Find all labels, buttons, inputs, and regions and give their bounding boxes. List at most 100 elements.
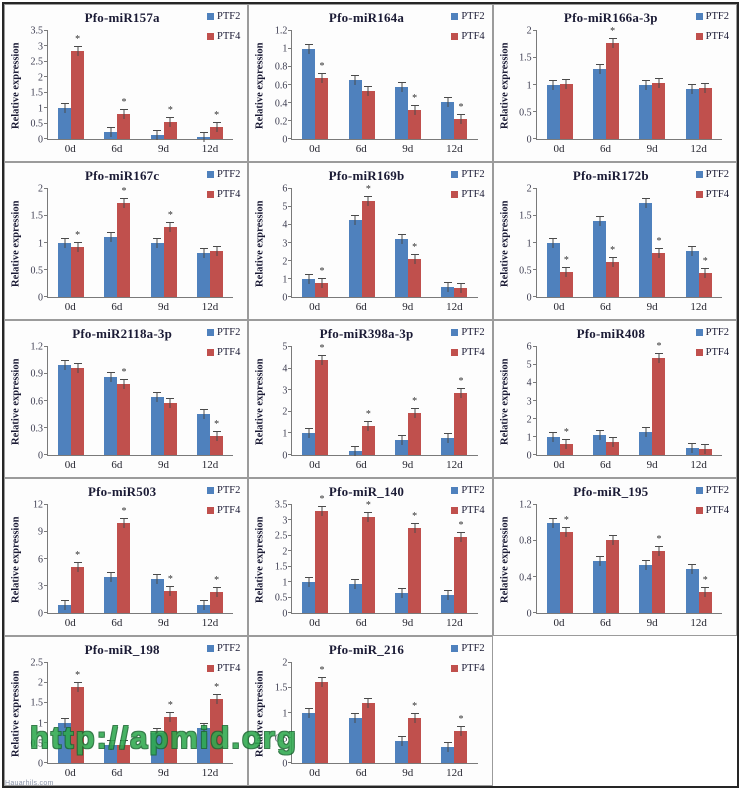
- plot-body: * * * 0d 6d 9d 12d: [288, 662, 478, 781]
- significance-star: *: [121, 366, 127, 378]
- error-bar: [317, 506, 326, 516]
- y-tick-label: 0.5: [519, 107, 532, 119]
- error-bar: [410, 523, 419, 533]
- error-bar: [304, 708, 313, 718]
- x-tick-label: 6d: [600, 459, 612, 471]
- legend-item: PTF2: [206, 11, 240, 22]
- y-tick-mark: [532, 576, 537, 578]
- y-tick-label: 6: [282, 183, 288, 195]
- bar-ptf2: [104, 371, 118, 455]
- plot-area: * * *: [288, 30, 478, 140]
- legend-swatch-ptf2: [206, 13, 214, 20]
- error-bar: [351, 214, 360, 225]
- bar-ptf4: *: [361, 409, 375, 455]
- y-tick-mark: [532, 57, 537, 58]
- y-tick-label: 0.5: [274, 592, 288, 604]
- x-tick-label: 9d: [157, 301, 169, 313]
- bar-group: [583, 347, 629, 455]
- y-axis: 0 0.4 0.8 1.2: [512, 500, 536, 620]
- legend: PTF2 PTF4: [206, 485, 241, 516]
- bar-ptf4: *: [606, 245, 620, 297]
- legend-label: PTF4: [216, 663, 241, 674]
- y-tick-label: 2: [526, 25, 532, 37]
- y-tick-mark: [288, 206, 293, 207]
- y-axis: 0 1 2 3 4 5: [267, 342, 291, 462]
- bar-ptf4: *: [210, 420, 224, 455]
- y-tick-label: 1: [526, 432, 532, 444]
- bar-ptf4: *: [315, 61, 329, 139]
- y-tick-label: 1.2: [519, 499, 532, 511]
- error-bar: [351, 445, 360, 456]
- y-axis-label: Relative expression: [254, 358, 266, 446]
- bar-ptf2: [104, 231, 118, 297]
- y-tick-label: 1: [526, 80, 532, 91]
- bar-group: *: [94, 186, 140, 297]
- legend-swatch-ptf4: [206, 33, 214, 40]
- x-tick-label: 0d: [309, 767, 321, 779]
- x-axis-labels: 0d 6d 9d 12d: [47, 764, 233, 781]
- legend: PTF2 PTF4: [451, 169, 485, 200]
- bar-ptf2: [58, 238, 72, 297]
- bar-ptf2: [302, 577, 316, 613]
- y-tick-label: 1: [38, 238, 43, 249]
- plot-area: * * *: [288, 662, 478, 764]
- y-tick-mark: [288, 224, 293, 226]
- error-bar: [304, 274, 313, 284]
- y-tick-label: 1.5: [30, 87, 44, 99]
- legend-swatch-ptf4: [695, 349, 703, 356]
- x-tick-label: 9d: [402, 301, 414, 313]
- legend-swatch-ptf4: [451, 349, 459, 356]
- chart-panel: Pfo-miR172b PTF2 PTF4 Relative expression 0 0…: [492, 162, 737, 320]
- y-tick-label: 6: [526, 341, 532, 353]
- significance-star: *: [214, 419, 220, 431]
- legend-label: PTF2: [705, 327, 729, 338]
- y-tick-mark: [532, 418, 537, 420]
- error-bar: [364, 86, 373, 96]
- plot-body: * * * 0d 6d 9d 12d: [288, 30, 478, 157]
- error-bar: [654, 545, 663, 556]
- legend-item: PTF2: [451, 327, 485, 338]
- plot: Relative expression 0 0.5 1 1.5 2 * * * 0d 6d 9d 12d: [9, 184, 234, 315]
- significance-star: *: [167, 700, 173, 711]
- y-tick-label: 1: [526, 238, 532, 249]
- legend-item: PTF4: [206, 505, 240, 516]
- legend-item: PTF4: [451, 189, 485, 200]
- x-axis-labels: 0d 6d 9d 12d: [47, 140, 233, 157]
- error-bar: [119, 740, 128, 750]
- plot-area: * * * *: [532, 188, 722, 298]
- y-tick-mark: [44, 215, 48, 216]
- x-tick-label: 0d: [64, 301, 76, 313]
- y-tick-mark: [44, 558, 48, 559]
- bar-ptf4: *: [698, 576, 712, 613]
- bar-ptf4: *: [652, 534, 666, 613]
- bar-ptf2: [685, 83, 699, 139]
- bar-ptf4: *: [408, 243, 422, 297]
- bar-ptf2: [395, 81, 409, 139]
- legend-label: PTF2: [216, 485, 241, 496]
- legend-item: PTF4: [695, 189, 729, 200]
- y-tick-label: 3: [282, 515, 288, 527]
- y-tick-label: 1: [38, 718, 43, 730]
- plot-area: * * * *: [288, 343, 478, 456]
- error-bar: [60, 103, 69, 113]
- significance-star: *: [75, 229, 81, 241]
- y-tick-mark: [44, 427, 48, 428]
- y-tick-label: 2: [282, 256, 288, 268]
- plot: Relative expression 0 3 6 9 12 * * * * 0d 6d 9d 12d: [9, 500, 234, 631]
- bar-ptf2: [546, 238, 560, 297]
- bar-group: *: [583, 26, 629, 139]
- error-bar: [317, 677, 326, 687]
- error-bar: [351, 74, 360, 85]
- chart-panel: Pfo-miR_198 PTF2 PTF4 Relative expression 0 0…: [4, 636, 249, 786]
- x-axis-labels: 0d 6d 9d 12d: [47, 298, 233, 315]
- legend-label: PTF4: [461, 505, 485, 516]
- bar-group: *: [431, 347, 477, 455]
- plot: Relative expression 0 0.5 1 1.5 2 2.5 3 3.5 * * * * 0…: [253, 495, 478, 631]
- y-tick-mark: [288, 454, 293, 455]
- legend-swatch-ptf2: [451, 171, 459, 178]
- y-tick-label: 0: [526, 134, 532, 146]
- bar-ptf2: [150, 391, 164, 455]
- significance-star: *: [75, 34, 81, 46]
- x-tick-label: 9d: [646, 459, 658, 471]
- bar-ptf2: [593, 430, 607, 455]
